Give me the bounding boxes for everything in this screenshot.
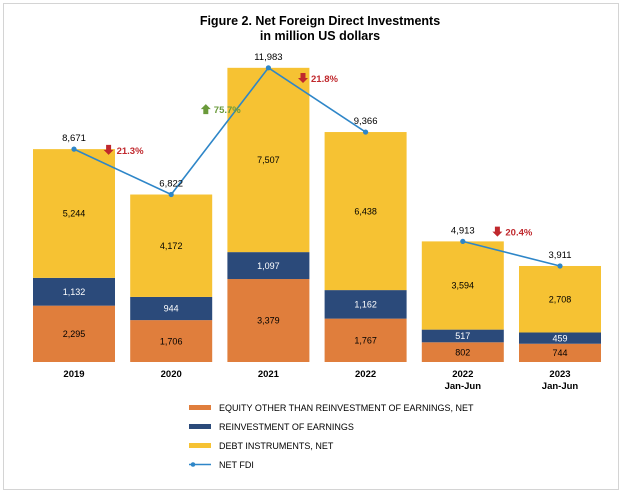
change-label-0: 21.3% bbox=[117, 146, 144, 157]
bar-segment-0-2 bbox=[227, 279, 310, 362]
labels-layer: 2,295 1,132 5,244 2019 1,706 944 4,172 2020 3,37… bbox=[62, 52, 578, 392]
net-fdi-point-1 bbox=[168, 191, 174, 198]
change-label-2: 21.8% bbox=[311, 74, 338, 85]
change-label-3: 20.4% bbox=[505, 228, 532, 239]
bar-segment-1-4 bbox=[421, 329, 504, 343]
segment-label-0-1: 1,706 bbox=[160, 336, 183, 346]
net-fdi-line-0 bbox=[73, 66, 367, 196]
net-fdi-label-1: 6,822 bbox=[159, 179, 183, 190]
net-fdi-point-0 bbox=[71, 146, 77, 152]
legend-label-2: DEBT INSTRUMENTS, NET bbox=[219, 441, 334, 451]
net-fdi-label-2: 11,983 bbox=[254, 52, 282, 63]
segment-label-1-5: 459 bbox=[552, 333, 567, 343]
segment-label-1-3: 1,162 bbox=[354, 300, 377, 310]
segment-label-1-1: 944 bbox=[164, 304, 179, 314]
change-arrow-up-icon-1 bbox=[200, 104, 211, 115]
segment-label-1-0: 1,132 bbox=[63, 287, 86, 297]
bar-segment-1-5 bbox=[519, 332, 601, 344]
segment-label-0-0: 2,295 bbox=[63, 329, 86, 339]
bar-segment-0-3 bbox=[324, 318, 407, 362]
segment-label-2-5: 2,708 bbox=[549, 294, 572, 304]
segment-label-0-5: 744 bbox=[552, 348, 567, 358]
net-fdi-point-2 bbox=[265, 65, 271, 71]
net-fdi-label-0: 8,671 bbox=[62, 133, 86, 144]
segment-label-0-3: 1,767 bbox=[354, 336, 377, 346]
category-label-3: 2022 bbox=[355, 369, 376, 380]
bar-segment-2-3 bbox=[324, 132, 407, 291]
category-sublabel-5: Jan-Jun bbox=[542, 381, 579, 392]
chart-title: Figure 2. Net Foreign Direct Investments bbox=[200, 14, 440, 28]
segment-label-1-4: 517 bbox=[455, 331, 470, 341]
legend: EQUITY OTHER THAN REINVESTMENT OF EARNIN… bbox=[189, 403, 474, 470]
net-fdi-line-1 bbox=[462, 240, 561, 267]
change-arrow-down-icon-3 bbox=[492, 226, 503, 237]
segment-label-2-2: 7,507 bbox=[257, 155, 280, 165]
legend-marker-net-fdi bbox=[190, 462, 196, 467]
net-fdi-label-5: 3,911 bbox=[548, 250, 571, 261]
category-label-2: 2021 bbox=[258, 369, 280, 380]
legend-swatch-2 bbox=[189, 443, 211, 448]
bar-segment-0-0 bbox=[33, 305, 115, 362]
segment-label-2-1: 4,172 bbox=[160, 241, 183, 251]
category-label-5: 2023 bbox=[549, 369, 570, 380]
bar-segment-2-2 bbox=[227, 67, 310, 253]
net-fdi-line-layer bbox=[71, 65, 563, 269]
change-label-1: 75.7% bbox=[214, 105, 241, 116]
legend-swatch-1 bbox=[189, 424, 211, 429]
net-fdi-point-5 bbox=[557, 263, 563, 269]
category-label-4: 2022 bbox=[452, 369, 473, 380]
bar-segment-2-5 bbox=[519, 265, 601, 333]
bar-segment-1-1 bbox=[130, 296, 213, 321]
bars-layer bbox=[33, 67, 601, 362]
segment-label-0-2: 3,379 bbox=[257, 316, 280, 326]
segment-label-0-4: 802 bbox=[455, 347, 470, 357]
bar-segment-1-2 bbox=[227, 252, 310, 280]
bar-segment-2-4 bbox=[421, 241, 504, 330]
segment-label-2-3: 6,438 bbox=[354, 206, 377, 216]
chart-subtitle: in million US dollars bbox=[260, 29, 380, 43]
segment-label-2-4: 3,594 bbox=[452, 281, 475, 291]
net-fdi-point-3 bbox=[363, 129, 369, 135]
bar-segment-1-0 bbox=[33, 277, 115, 306]
bar-segment-2-0 bbox=[33, 149, 115, 278]
bar-segment-0-4 bbox=[421, 342, 504, 362]
category-label-0: 2019 bbox=[63, 369, 84, 380]
net-fdi-label-3: 9,366 bbox=[354, 116, 378, 127]
legend-label-net-fdi: NET FDI bbox=[219, 460, 254, 470]
chart-frame bbox=[3, 3, 619, 490]
net-fdi-point-4 bbox=[460, 238, 466, 244]
category-label-1: 2020 bbox=[161, 369, 182, 380]
legend-label-1: REINVESTMENT OF EARNINGS bbox=[219, 422, 354, 432]
change-arrow-down-icon-2 bbox=[298, 72, 308, 83]
legend-swatch-0 bbox=[189, 405, 211, 410]
change-arrow-down-icon-0 bbox=[103, 144, 114, 155]
segment-label-2-0: 5,244 bbox=[63, 209, 86, 219]
segment-label-1-2: 1,097 bbox=[257, 261, 280, 271]
bar-segment-0-5 bbox=[519, 343, 601, 362]
category-sublabel-4: Jan-Jun bbox=[445, 381, 482, 392]
bar-segment-2-1 bbox=[130, 194, 213, 297]
bar-segment-1-3 bbox=[324, 290, 407, 319]
net-fdi-label-4: 4,913 bbox=[451, 225, 475, 236]
bar-segment-0-1 bbox=[130, 320, 213, 362]
legend-label-0: EQUITY OTHER THAN REINVESTMENT OF EARNIN… bbox=[219, 403, 474, 413]
